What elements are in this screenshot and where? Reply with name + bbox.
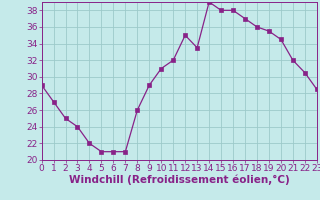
X-axis label: Windchill (Refroidissement éolien,°C): Windchill (Refroidissement éolien,°C) — [69, 175, 290, 185]
